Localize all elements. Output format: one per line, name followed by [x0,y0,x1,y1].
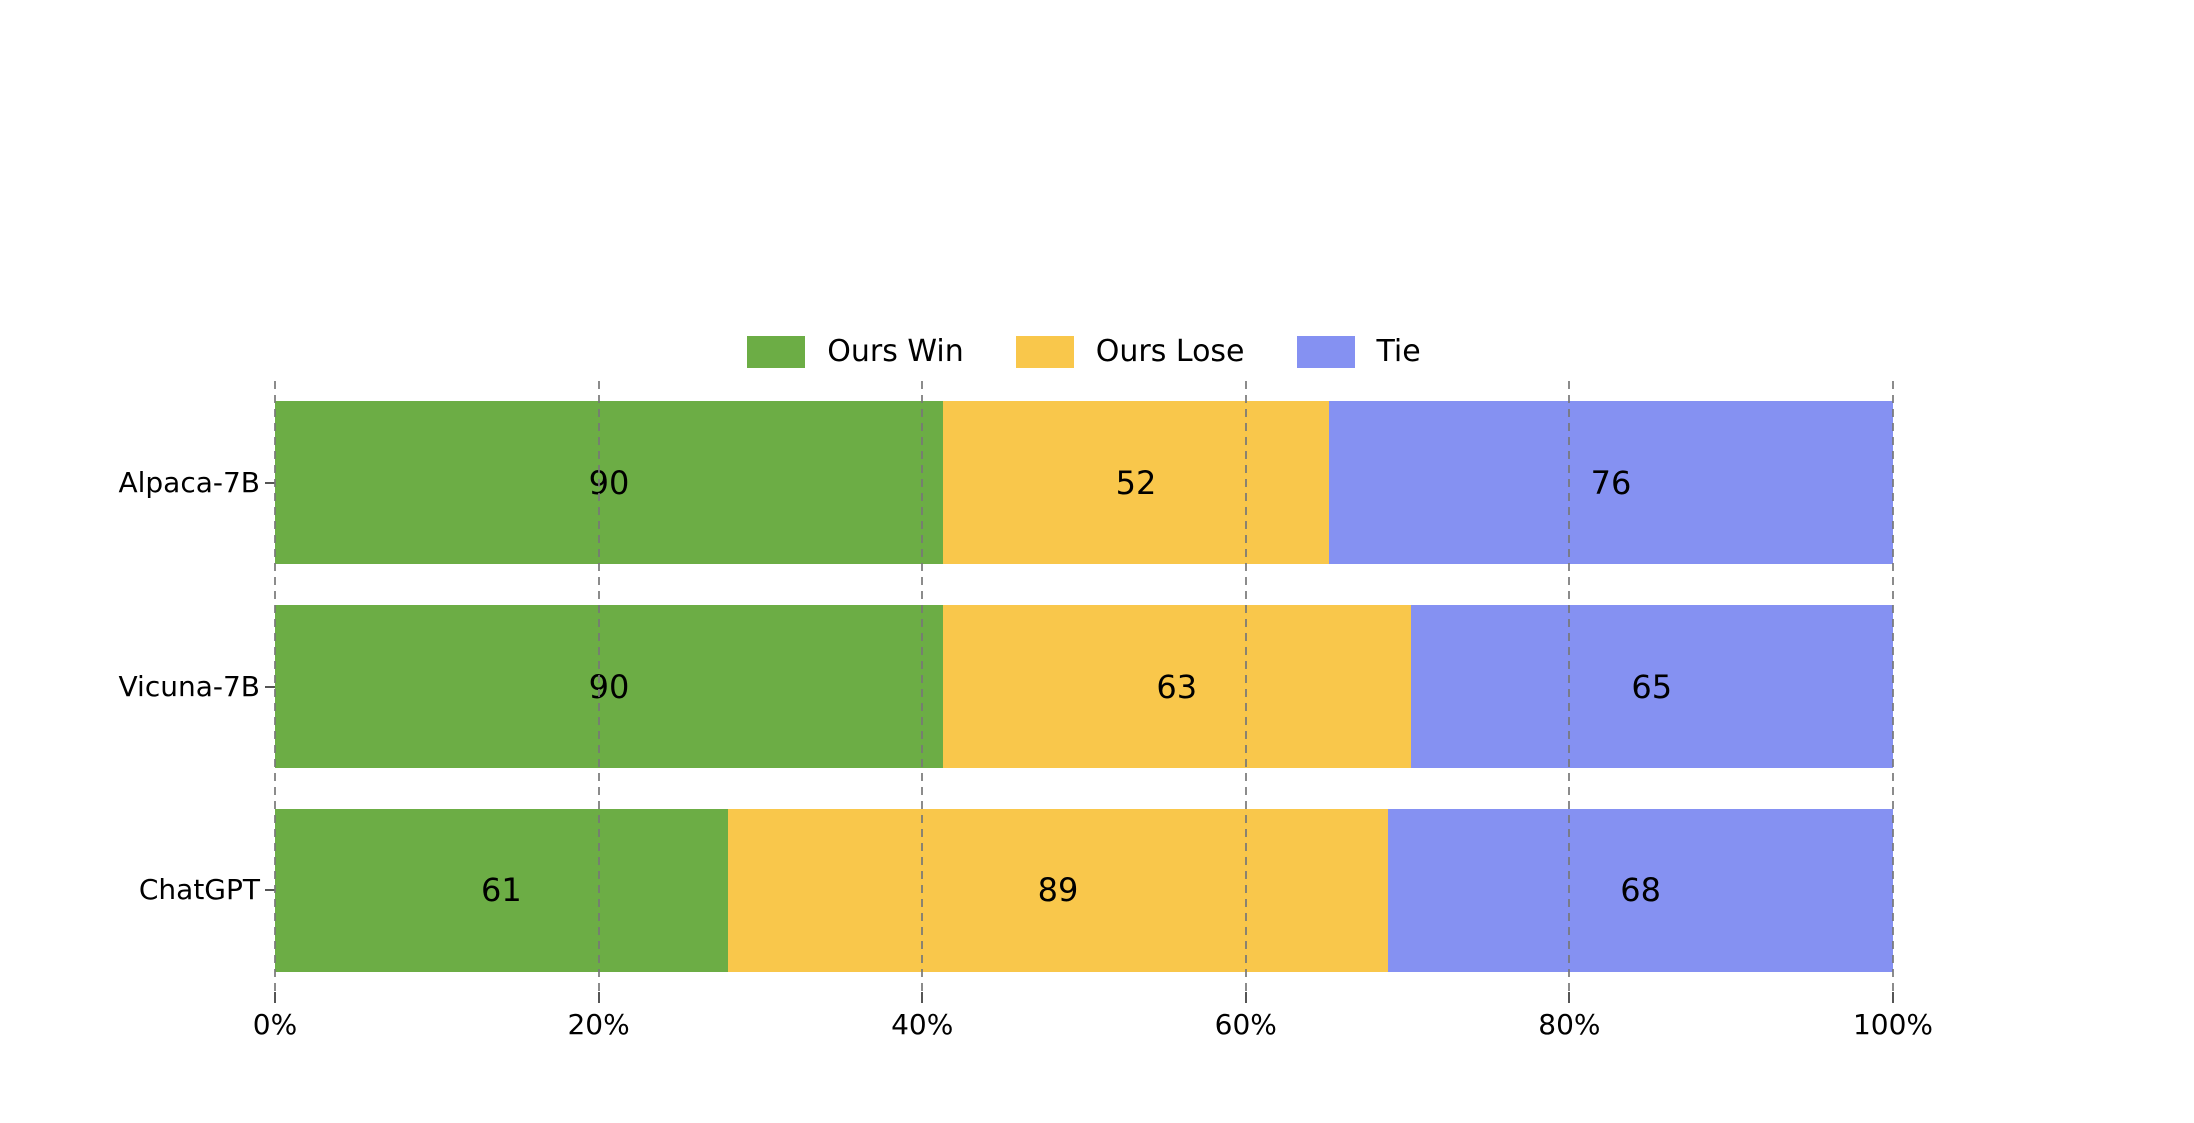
y-tick-label: Alpaca-7B [118,465,260,499]
bar-segment-ours-lose: 89 [727,808,1389,972]
x-tick-mark [1568,992,1571,1003]
bar-value-label: 63 [1156,667,1198,706]
x-tick-mark [597,992,600,1003]
bar-value-label: 61 [481,871,522,910]
bar-value-label: 76 [1590,463,1632,502]
bar-segment-ours-lose: 52 [942,401,1329,565]
bar-row-vicuna-7b: 90 63 65 [275,605,1893,768]
x-tick-mark [1892,992,1894,1003]
bar-segment-ours-lose: 63 [942,605,1411,768]
bar-value-label: 52 [1115,463,1157,502]
x-tick-label: 20% [567,1008,630,1041]
x-tick-label: 0% [252,1008,298,1041]
x-tick-mark [274,992,276,1003]
y-tick-mark [265,889,275,892]
bar-value-label: 90 [588,667,630,706]
bar-segment-tie: 65 [1410,605,1893,768]
x-tick-label: 100% [1852,1008,1934,1041]
x-tick-label: 40% [891,1008,954,1041]
bar-value-label: 90 [588,463,630,502]
legend-swatch-icon [1296,336,1355,368]
y-tick-label: ChatGPT [138,873,260,907]
legend-label: Ours Win [827,334,964,369]
bar-value-label: 89 [1037,871,1079,910]
legend: Ours Win Ours Lose Tie [275,334,1893,370]
y-tick-mark [265,685,275,688]
bar-value-label: 68 [1620,871,1661,910]
legend-item-ours-lose: Ours Lose [1015,334,1245,370]
bar-value-label: 65 [1631,667,1673,706]
bar-segment-ours-win: 61 [275,808,728,972]
legend-item-ours-win: Ours Win [747,334,964,370]
x-tick-label: 80% [1538,1008,1601,1041]
bar-segment-ours-win: 90 [275,401,943,565]
bar-row-chatgpt: 61 89 68 [275,808,1893,972]
legend-swatch-icon [747,336,806,368]
bar-segment-tie: 76 [1328,401,1893,565]
legend-label: Ours Lose [1095,334,1245,369]
bar-segment-ours-win: 90 [275,605,943,768]
x-tick-mark [921,992,924,1003]
y-tick-label: Vicuna-7B [118,669,261,703]
legend-swatch-icon [1015,336,1074,368]
x-tick-label: 60% [1214,1008,1277,1041]
bar-row-alpaca-7b: 90 52 76 [275,401,1893,565]
bar-segment-tie: 68 [1388,808,1893,972]
legend-label: Tie [1376,334,1421,369]
x-tick-mark [1244,992,1247,1003]
legend-item-tie: Tie [1296,334,1421,370]
y-tick-mark [265,481,275,484]
